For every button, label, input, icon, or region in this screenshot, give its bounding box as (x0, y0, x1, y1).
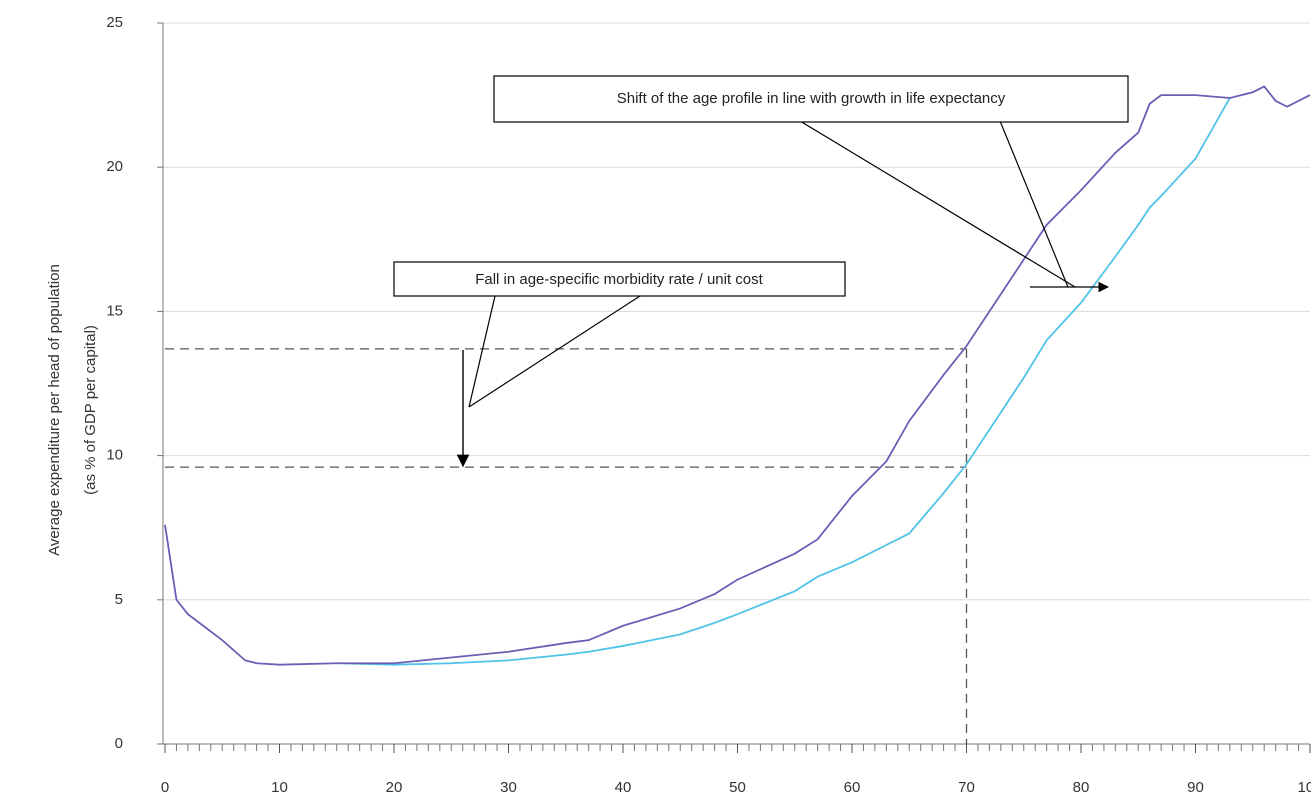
series-line (336, 97, 1231, 666)
x-tick-label: 50 (729, 779, 746, 796)
plot: 0 5 10 15 20 25 0 10 20 30 40 50 60 70 80 90 100 (106, 14, 1311, 796)
annotation-text: Shift of the age profile in line with gr… (617, 90, 1006, 107)
x-tick-label: 30 (500, 779, 517, 796)
x-tick-label: 80 (1073, 779, 1090, 796)
y-axis-title-line: (as % of GDP per capital) (82, 325, 99, 495)
y-tick-label: 15 (106, 302, 123, 319)
annotation-fall: Fall in age-specific morbidity rate / un… (393, 261, 846, 468)
callout-line (468, 295, 641, 408)
x-tick-label: 0 (161, 779, 169, 796)
y-axis-title-line: Average expenditure per head of populati… (46, 264, 63, 556)
y-tick-label: 10 (106, 447, 123, 464)
annotation-shift: Shift of the age profile in line with gr… (493, 75, 1129, 293)
callout-line (799, 120, 1076, 288)
y-tick-label: 5 (115, 591, 123, 608)
annotation-text: Fall in age-specific morbidity rate / un… (475, 271, 763, 288)
series-line (164, 85, 1311, 666)
x-tick-label: 90 (1187, 779, 1204, 796)
y-tick-label: 0 (115, 735, 123, 752)
x-tick-label: 40 (615, 779, 632, 796)
x-tick-label: 10 (271, 779, 288, 796)
annotation-box (493, 75, 1129, 123)
x-tick-label: 70 (958, 779, 975, 796)
y-tick-label: 20 (106, 158, 123, 175)
callout-line (999, 120, 1069, 288)
annotation-box (393, 261, 846, 297)
x-tick-label: 100 (1297, 779, 1311, 796)
x-tick-label: 60 (844, 779, 861, 796)
callout-line (468, 295, 496, 408)
x-tick-label: 20 (386, 779, 403, 796)
y-axis-title: Average expenditure per head of populati… (46, 264, 99, 556)
y-tick-label: 25 (106, 14, 123, 31)
